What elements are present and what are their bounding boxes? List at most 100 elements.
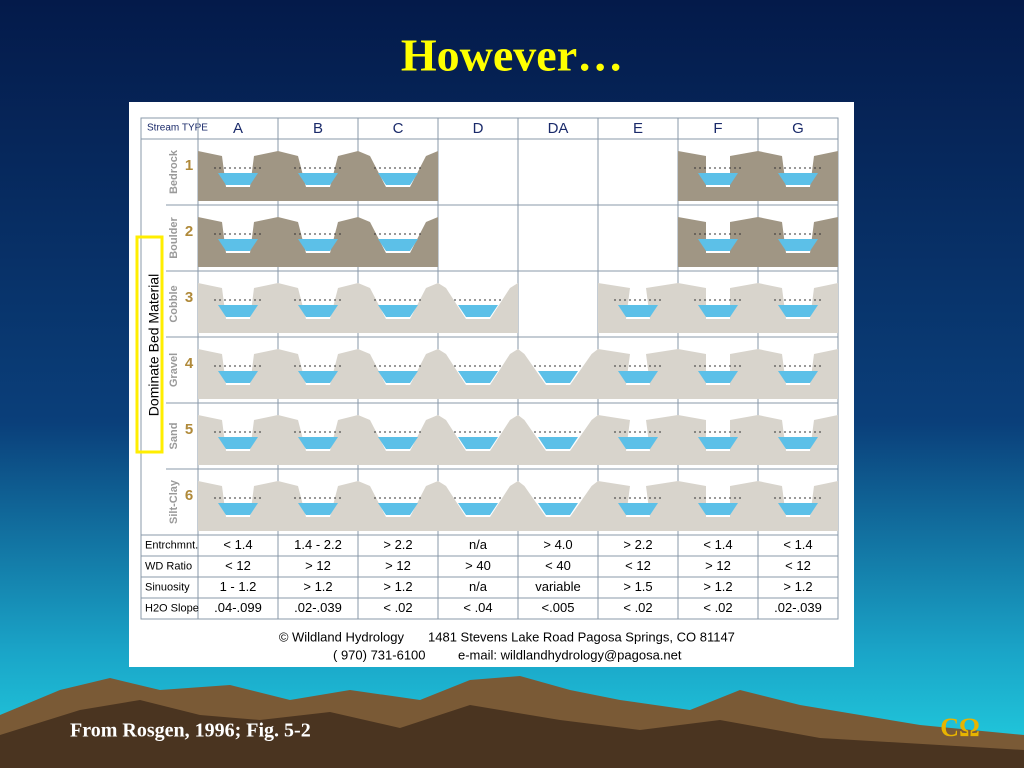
cross-section-bank <box>358 151 438 201</box>
cross-section-bank <box>758 481 838 531</box>
cross-section-water <box>218 173 258 185</box>
cross-section-bank <box>198 415 278 465</box>
criterion-value: .02-.039 <box>294 600 342 615</box>
cross-section-bank <box>358 415 438 465</box>
criterion-value: .02-.039 <box>774 600 822 615</box>
material-number: 2 <box>185 223 193 240</box>
cross-section-bank <box>758 151 838 201</box>
cross-section-water <box>378 371 418 383</box>
cross-section-bank <box>518 481 598 531</box>
cross-section-bank <box>518 349 598 399</box>
cross-section-water <box>378 305 418 317</box>
column-header: B <box>313 120 323 137</box>
side-label: Dominate Bed Material <box>146 274 162 416</box>
cross-section-water <box>218 503 258 515</box>
cross-section-water <box>298 437 338 449</box>
cross-section-water <box>778 173 818 185</box>
cross-section-water <box>378 173 418 185</box>
cross-section-bank <box>678 217 758 267</box>
cross-section-bank <box>198 481 278 531</box>
cross-section-water <box>698 371 738 383</box>
material-number: 5 <box>185 421 193 438</box>
material-number: 1 <box>185 157 193 174</box>
cross-section-water <box>778 503 818 515</box>
material-name: Cobble <box>168 285 180 322</box>
criterion-label: Entrchmnt. <box>145 539 198 551</box>
criterion-value: < 12 <box>785 558 811 573</box>
cross-section-water <box>298 371 338 383</box>
material-name: Silt-Clay <box>168 479 180 524</box>
criterion-value: > 4.0 <box>543 537 572 552</box>
cross-section-bank <box>438 283 518 333</box>
cross-section-bank <box>438 481 518 531</box>
column-header: F <box>713 120 722 137</box>
cross-section-water <box>378 437 418 449</box>
cross-section-water <box>698 503 738 515</box>
cross-section-water <box>538 371 578 383</box>
cross-section-bank <box>598 349 678 399</box>
criterion-value: > 40 <box>465 558 491 573</box>
criterion-value: < .02 <box>623 600 652 615</box>
cross-section-bank <box>758 217 838 267</box>
material-name: Boulder <box>168 217 180 259</box>
cross-section-bank <box>358 217 438 267</box>
credit: ( 970) 731-6100 <box>333 647 426 662</box>
criterion-value: 1 - 1.2 <box>220 579 257 594</box>
criterion-value: < .04 <box>463 600 492 615</box>
cross-section-water <box>218 371 258 383</box>
table: Stream TYPE Dominate Bed Material A B C D DA E F… <box>135 117 839 620</box>
cross-section-water <box>618 305 658 317</box>
credit: 1481 Stevens Lake Road Pagosa Springs, C… <box>428 629 735 644</box>
criterion-value: > 12 <box>705 558 731 573</box>
criterion-value: < .02 <box>703 600 732 615</box>
logo: CΩ <box>940 713 980 742</box>
criterion-value: > 2.2 <box>623 537 652 552</box>
cross-section-bank <box>278 349 358 399</box>
cross-section-water <box>378 503 418 515</box>
criterion-value: > 1.2 <box>783 579 812 594</box>
cross-section-water <box>298 503 338 515</box>
cross-section-bank <box>278 481 358 531</box>
criterion-value: variable <box>535 579 581 594</box>
cross-section-water <box>458 371 498 383</box>
cross-section-water <box>538 503 578 515</box>
caption: From Rosgen, 1996; Fig. 5-2 <box>70 720 311 742</box>
column-header: A <box>233 120 243 137</box>
mountains-shadow <box>0 700 1024 768</box>
criterion-value: < 12 <box>625 558 651 573</box>
cross-section-water <box>698 173 738 185</box>
cross-section-bank <box>438 349 518 399</box>
material-number: 4 <box>185 355 194 372</box>
cross-section-bank <box>758 349 838 399</box>
criterion-value: < 40 <box>545 558 571 573</box>
criterion-value: > 2.2 <box>383 537 412 552</box>
cross-section-water <box>378 239 418 251</box>
criterion-value: <.005 <box>542 600 575 615</box>
material-number: 6 <box>185 487 193 504</box>
cross-section-bank <box>678 481 758 531</box>
cross-section-bank <box>678 151 758 201</box>
cross-section-water <box>618 437 658 449</box>
cross-section-water <box>778 305 818 317</box>
column-header: C <box>393 120 404 137</box>
cross-section-bank <box>358 349 438 399</box>
column-header: D <box>473 120 484 137</box>
slide-title: However… <box>401 30 623 81</box>
column-header: E <box>633 120 643 137</box>
cross-section-water <box>778 437 818 449</box>
cross-section-bank <box>678 349 758 399</box>
criterion-value: n/a <box>469 579 488 594</box>
cross-section-bank <box>198 151 278 201</box>
cross-section-water <box>298 239 338 251</box>
cross-section-bank <box>678 283 758 333</box>
cross-section-water <box>458 305 498 317</box>
material-name: Bedrock <box>168 149 180 194</box>
criterion-value: < 1.4 <box>703 537 732 552</box>
cross-section-bank <box>678 415 758 465</box>
cross-section-bank <box>758 415 838 465</box>
cross-section-water <box>458 437 498 449</box>
criterion-value: > 1.2 <box>703 579 732 594</box>
material-number: 3 <box>185 289 193 306</box>
cross-section-bank <box>598 415 678 465</box>
